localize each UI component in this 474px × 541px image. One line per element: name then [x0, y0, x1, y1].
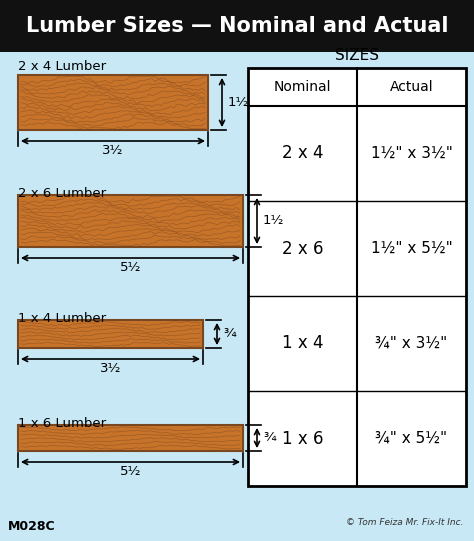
FancyBboxPatch shape [18, 75, 208, 130]
Text: Actual: Actual [390, 80, 433, 94]
Text: 1½: 1½ [263, 214, 284, 228]
Text: 1 x 4: 1 x 4 [282, 334, 323, 353]
Text: ¾: ¾ [263, 432, 276, 445]
Text: 2 x 4: 2 x 4 [282, 144, 323, 162]
FancyBboxPatch shape [18, 425, 243, 451]
FancyBboxPatch shape [18, 195, 243, 247]
Text: 1 x 4 Lumber: 1 x 4 Lumber [18, 312, 106, 325]
FancyBboxPatch shape [0, 0, 474, 52]
Text: 3½: 3½ [100, 362, 121, 375]
Text: 2 x 4 Lumber: 2 x 4 Lumber [18, 60, 106, 73]
Text: ¾" x 5½": ¾" x 5½" [375, 431, 447, 446]
Text: 5½: 5½ [120, 465, 141, 478]
Text: © Tom Feiza Mr. Fix-It Inc.: © Tom Feiza Mr. Fix-It Inc. [346, 518, 464, 527]
Text: 1 x 6 Lumber: 1 x 6 Lumber [18, 417, 106, 430]
Text: 1½" x 3½": 1½" x 3½" [371, 146, 453, 161]
Text: 5½: 5½ [120, 261, 141, 274]
Text: Lumber Sizes — Nominal and Actual: Lumber Sizes — Nominal and Actual [26, 16, 448, 36]
Text: SIZES: SIZES [335, 49, 379, 63]
Text: 1½: 1½ [228, 96, 249, 109]
FancyBboxPatch shape [0, 52, 474, 541]
Text: 2 x 6 Lumber: 2 x 6 Lumber [18, 187, 106, 200]
Text: Nominal: Nominal [274, 80, 331, 94]
Text: 2 x 6: 2 x 6 [282, 240, 323, 258]
Text: ¾: ¾ [223, 327, 236, 340]
Text: 1½" x 5½": 1½" x 5½" [371, 241, 452, 256]
FancyBboxPatch shape [18, 320, 203, 348]
FancyBboxPatch shape [248, 68, 466, 486]
Text: ¾" x 3½": ¾" x 3½" [375, 336, 447, 351]
Text: 1 x 6: 1 x 6 [282, 430, 323, 447]
Text: M028C: M028C [8, 520, 55, 533]
Text: 3½: 3½ [102, 144, 124, 157]
